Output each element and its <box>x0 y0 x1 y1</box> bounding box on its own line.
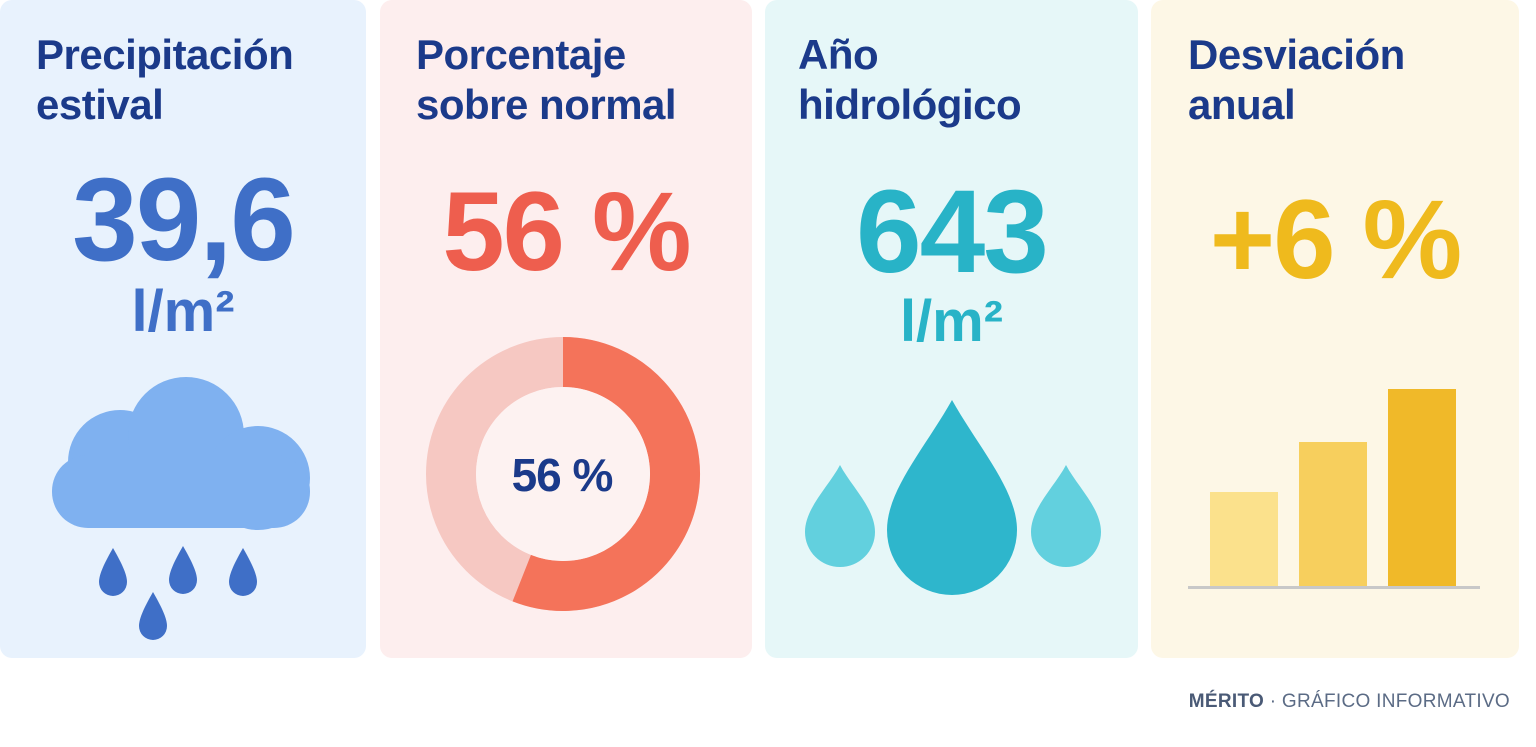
bar-chart-icon <box>1188 389 1480 589</box>
title-line-2: anual <box>1188 81 1296 128</box>
title-line-1: Desviación <box>1188 31 1405 78</box>
footer-label: GRÁFICO INFORMATIVO <box>1281 691 1510 712</box>
stat-value: 56 % <box>442 169 691 294</box>
water-drops-icon <box>805 400 1101 595</box>
card-title: Precipitación estival <box>36 30 294 130</box>
footer-brand: MÉRITO <box>1188 691 1265 712</box>
card-percent-over-normal: Porcentaje sobre normal 56 % <box>380 0 752 658</box>
card-title: Desviación anual <box>1188 30 1405 130</box>
title-line-1: Año <box>798 31 879 78</box>
card-title: Porcentaje sobre normal <box>416 30 677 130</box>
title-line-2: hidrológico <box>798 81 1022 128</box>
footer-credit: MÉRITO · GRÁFICO INFORMATIVO <box>1189 690 1510 714</box>
bar-medium <box>1299 442 1367 587</box>
stat-unit: l/m² <box>131 279 235 344</box>
donut-label: 56 % <box>511 449 614 501</box>
rain-cloud-icon <box>52 377 310 640</box>
card-title: Año hidrológico <box>798 30 1022 130</box>
bar-baseline <box>1188 586 1480 589</box>
stat-value: 643 <box>856 166 1049 298</box>
bar-large <box>1388 389 1456 587</box>
card-hydrological-year: Año hidrológico 643 l/m² <box>765 0 1138 658</box>
card-summer-precipitation: Precipitación estival 39,6 l/m² <box>0 0 366 658</box>
title-line-2: sobre normal <box>416 81 677 128</box>
title-line-2: estival <box>36 81 164 128</box>
stat-value: 39,6 <box>72 154 296 286</box>
title-line-1: Porcentaje <box>416 31 626 78</box>
title-line-1: Precipitación <box>36 31 294 78</box>
stat-value: +6 % <box>1209 177 1462 302</box>
bar-small <box>1210 492 1278 587</box>
footer-separator: · <box>1264 691 1282 712</box>
card-annual-deviation: Desviación anual +6 % <box>1151 0 1519 658</box>
stat-unit: l/m² <box>899 289 1004 354</box>
